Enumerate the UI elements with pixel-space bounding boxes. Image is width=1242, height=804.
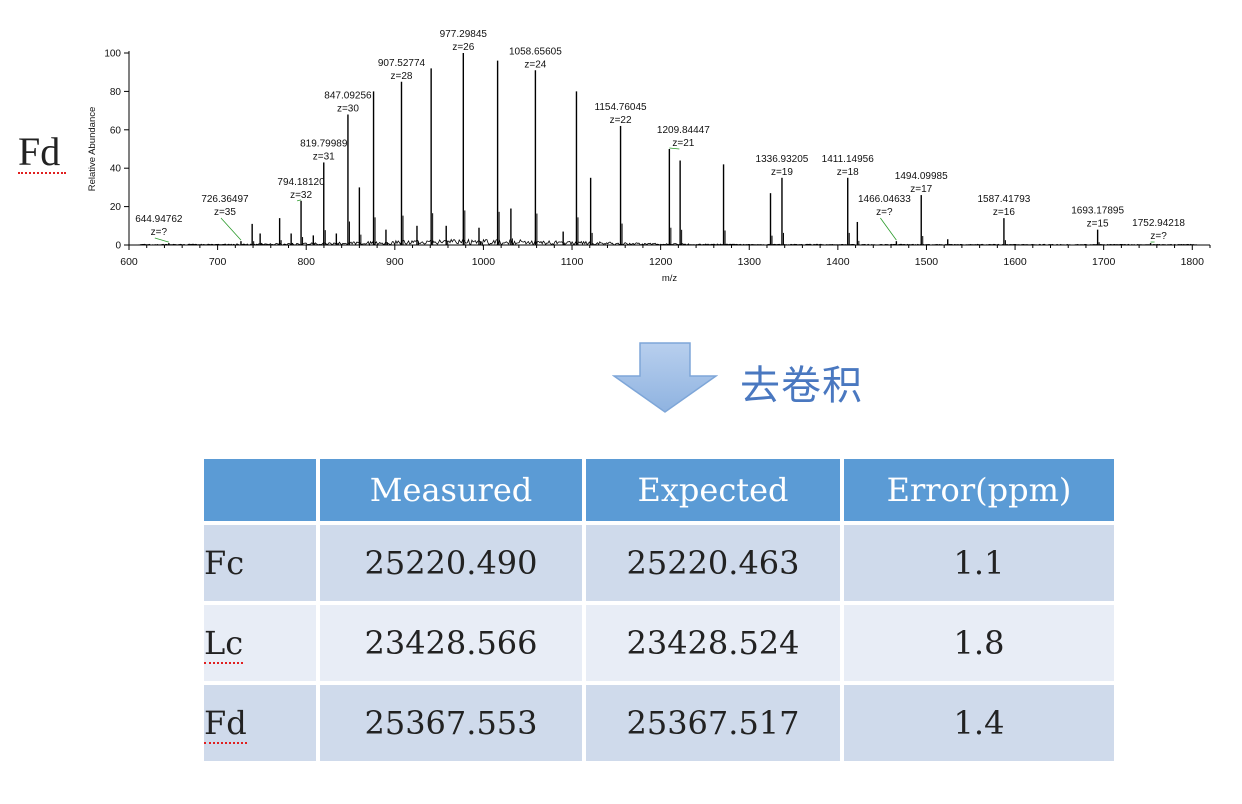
error-value: 1.1 bbox=[844, 525, 1114, 601]
header-measured: Measured bbox=[320, 459, 582, 521]
table-row: Lc 23428.566 23428.524 1.8 bbox=[204, 605, 1114, 681]
peak-annotation-mz: 1411.14956 bbox=[822, 154, 875, 165]
header-empty bbox=[204, 459, 316, 521]
x-tick-label: 1800 bbox=[1181, 256, 1205, 268]
deconvolution-results-table: Measured Expected Error(ppm) Fc 25220.49… bbox=[200, 455, 1118, 765]
x-tick-label: 1000 bbox=[472, 256, 496, 268]
x-tick-label: 1300 bbox=[738, 256, 762, 268]
peak-annotation-mz: 819.79989 bbox=[300, 138, 348, 149]
peak-annotation-mz: 977.29845 bbox=[440, 29, 488, 40]
expected-value: 25220.463 bbox=[586, 525, 840, 601]
peak-annotation-charge: z=21 bbox=[672, 138, 694, 149]
x-axis-label: m/z bbox=[662, 273, 678, 284]
peak-annotation-mz: 1752.94218 bbox=[1132, 218, 1185, 229]
y-tick-label: 60 bbox=[110, 125, 122, 136]
peak-annotation-mz: 1336.93205 bbox=[756, 154, 809, 165]
x-tick-label: 700 bbox=[209, 256, 227, 268]
row-name-text: Lc bbox=[204, 624, 244, 664]
peak-annotation-charge: z=18 bbox=[837, 167, 859, 178]
peak-annotation-mz: 1154.76045 bbox=[595, 102, 648, 113]
y-tick-label: 40 bbox=[110, 164, 122, 175]
deconvolution-label: 去卷积 bbox=[740, 363, 863, 409]
peak-annotation-charge: z=22 bbox=[610, 115, 632, 126]
peak-annotation-mz: 1058.65605 bbox=[509, 46, 562, 57]
row-name: Fd bbox=[204, 685, 316, 761]
measured-value: 25367.553 bbox=[320, 685, 582, 761]
peak-annotation-charge: z=17 bbox=[910, 184, 932, 195]
header-expected: Expected bbox=[586, 459, 840, 521]
x-tick-label: 900 bbox=[386, 256, 404, 268]
y-tick-label: 80 bbox=[110, 87, 122, 98]
peak-annotation-mz: 726.36497 bbox=[201, 194, 249, 205]
annotation-leader bbox=[880, 217, 897, 241]
annotation-leader bbox=[154, 237, 169, 243]
y-tick-label: 0 bbox=[115, 241, 121, 252]
table-row: Fc 25220.490 25220.463 1.1 bbox=[204, 525, 1114, 601]
y-tick-label: 20 bbox=[110, 202, 122, 213]
peak-annotation-mz: 1693.17895 bbox=[1071, 206, 1124, 217]
peak-annotation-mz: 847.09256 bbox=[324, 90, 372, 101]
peak-annotation-charge: z=19 bbox=[771, 167, 793, 178]
peak-annotation-mz: 1466.04633 bbox=[858, 194, 911, 205]
peak-annotation-charge: z=? bbox=[1150, 231, 1167, 242]
row-name-text: Fd bbox=[204, 704, 247, 744]
spectrum-sample-label: Fd bbox=[18, 129, 61, 174]
down-arrow-icon bbox=[612, 342, 718, 413]
peak-annotation-charge: z=26 bbox=[452, 42, 474, 53]
expected-value: 25367.517 bbox=[586, 685, 840, 761]
table-row: Fd 25367.553 25367.517 1.4 bbox=[204, 685, 1114, 761]
peak-annotation-charge: z=? bbox=[151, 227, 168, 238]
table-header-row: Measured Expected Error(ppm) bbox=[204, 459, 1114, 521]
header-error-ppm: Error(ppm) bbox=[844, 459, 1114, 521]
x-tick-label: 800 bbox=[297, 256, 315, 268]
peak-annotation-charge: z=15 bbox=[1087, 219, 1109, 230]
peak-annotation-mz: 1209.84447 bbox=[657, 125, 710, 136]
mass-spectrum-chart: 0 20 40 60 80 100 600 700 800 900 1000 1100 1200 1300… bbox=[87, 29, 1211, 284]
x-tick-label: 1100 bbox=[561, 256, 584, 268]
spectrum-baseline bbox=[137, 238, 1197, 247]
x-tick-label: 600 bbox=[120, 256, 138, 268]
error-value: 1.8 bbox=[844, 605, 1114, 681]
x-tick-label: 1400 bbox=[826, 256, 850, 268]
spellcheck-underline bbox=[18, 168, 66, 174]
error-value: 1.4 bbox=[844, 685, 1114, 761]
peak-annotation-mz: 907.52774 bbox=[378, 58, 426, 69]
x-tick-label: 1600 bbox=[1003, 256, 1027, 268]
peak-annotation-charge: z=24 bbox=[524, 59, 546, 70]
row-name: Fc bbox=[204, 525, 316, 601]
annotation-leader bbox=[220, 217, 242, 241]
annotation-leader bbox=[669, 147, 680, 150]
peak-annotation-mz: 644.94762 bbox=[135, 214, 183, 225]
x-tick-label: 1700 bbox=[1092, 256, 1116, 268]
peak-annotation-mz: 1494.09985 bbox=[895, 171, 948, 182]
peak-annotation-mz: 1587.41793 bbox=[977, 194, 1030, 205]
x-tick-label: 1500 bbox=[915, 256, 939, 268]
expected-value: 23428.524 bbox=[586, 605, 840, 681]
peak-annotation-charge: z=31 bbox=[313, 151, 335, 162]
peak-annotation-charge: z=32 bbox=[290, 190, 312, 201]
row-name: Lc bbox=[204, 605, 316, 681]
peak-annotation-charge: z=30 bbox=[337, 103, 359, 114]
peak-annotation-charge: z=? bbox=[876, 207, 893, 218]
annotation-leader bbox=[296, 199, 302, 202]
y-axis-label: Relative Abundance bbox=[87, 107, 98, 192]
peak-annotation-charge: z=35 bbox=[214, 207, 236, 218]
peak-annotation-charge: z=16 bbox=[993, 207, 1015, 218]
y-tick-label: 100 bbox=[104, 49, 121, 60]
measured-value: 23428.566 bbox=[320, 605, 582, 681]
peak-annotation-charge: z=28 bbox=[391, 71, 413, 82]
measured-value: 25220.490 bbox=[320, 525, 582, 601]
peak-annotation-mz: 794.18120 bbox=[277, 177, 325, 188]
x-tick-label: 1200 bbox=[649, 256, 673, 268]
